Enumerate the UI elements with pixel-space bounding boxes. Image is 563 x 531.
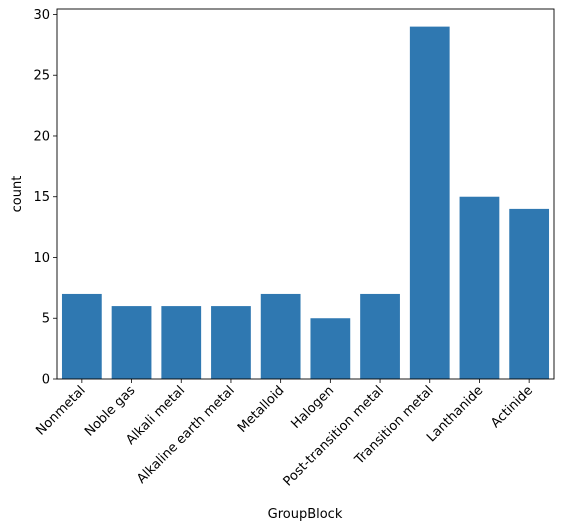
- x-tick-label: Actinide: [488, 383, 536, 431]
- x-tick-label: Nonmetal: [33, 383, 88, 438]
- y-tick-label: 25: [33, 69, 50, 84]
- x-tick-label: Post-transition metal: [281, 383, 387, 489]
- bar-halogen: [310, 318, 351, 379]
- y-tick-label: 30: [33, 8, 50, 23]
- bar-noble-gas: [111, 306, 152, 379]
- bar-alkaline-earth-metal: [211, 306, 251, 379]
- y-tick-label: 10: [33, 251, 50, 266]
- bar-actinide: [509, 208, 550, 379]
- y-tick-label: 20: [33, 129, 50, 144]
- bar-metalloid: [260, 293, 301, 379]
- bar-lanthanide: [459, 196, 500, 379]
- x-tick-label: Alkaline earth metal: [134, 383, 238, 487]
- bar-alkali-metal: [161, 306, 202, 379]
- x-tick-label: Metalloid: [235, 383, 288, 436]
- y-tick-label: 0: [42, 373, 50, 388]
- y-tick-label: 15: [33, 190, 50, 205]
- plot-frame: [56, 8, 555, 380]
- y-axis-ticks: 0 5 10 15 20 25 30: [33, 8, 57, 388]
- y-axis-label: count: [10, 176, 25, 213]
- bar-nonmetal: [61, 293, 102, 379]
- bars-group: [61, 26, 550, 380]
- y-tick-label: 5: [42, 312, 50, 327]
- bar-post-transition-metal: [360, 293, 400, 379]
- x-tick-label: Halogen: [289, 383, 338, 432]
- bar-transition-metal: [409, 26, 450, 380]
- x-axis-label: GroupBlock: [268, 507, 343, 522]
